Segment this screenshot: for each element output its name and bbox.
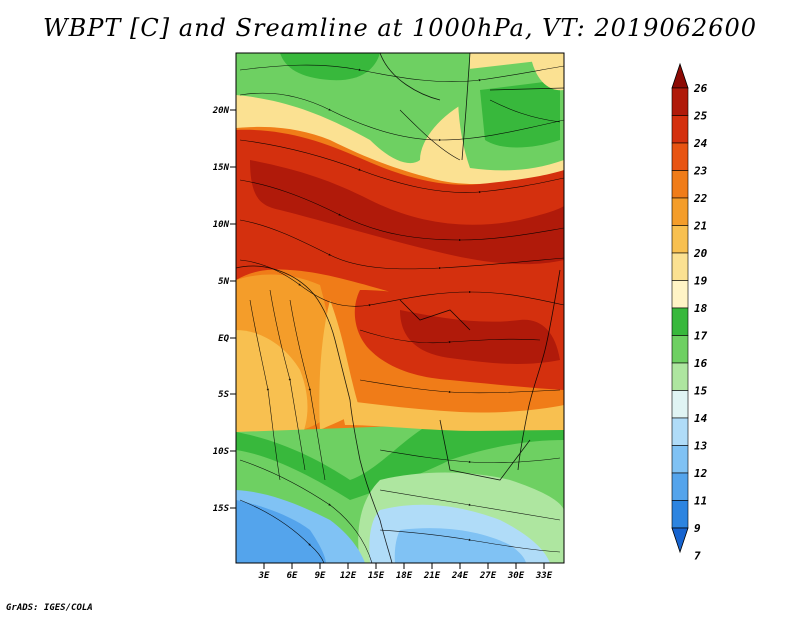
colorbar-label: 14: [694, 412, 708, 425]
credit-text: GrADS: IGES/COLA: [6, 603, 93, 613]
colorbar-swatch: [671, 87, 689, 116]
colorbar-label: 7: [694, 550, 701, 563]
colorbar-label: 16: [694, 357, 708, 370]
colorbar-swatch: [671, 362, 689, 391]
colorbar-label: 21: [693, 220, 707, 233]
lat-label: 20N: [212, 106, 230, 116]
colorbar-label: 20: [693, 247, 708, 260]
colorbar-swatch: [671, 252, 689, 281]
map-frame: [235, 52, 565, 564]
lon-label: 3E: [258, 571, 270, 581]
colorbar-label: 13: [694, 440, 708, 453]
colorbar-cap-top: [671, 62, 689, 89]
colorbar-swatch: [671, 142, 689, 171]
colorbar-swatch: [671, 500, 689, 529]
colorbar-label: 23: [693, 165, 708, 178]
chart-title: WBPT [C] and Sreamline at 1000hPa, VT: 2…: [42, 14, 758, 42]
colorbar-swatch: [671, 225, 689, 254]
lat-axis: 20N 15N 10N 5N EQ 5S 10S 15S: [212, 106, 230, 514]
lon-label: 6E: [287, 571, 298, 581]
lat-label: EQ: [218, 334, 229, 344]
colorbar-label: 26: [693, 82, 708, 95]
lat-label: 10S: [213, 447, 230, 457]
lon-label: 12E: [340, 571, 357, 581]
lat-label: 15S: [213, 504, 230, 514]
colorbar-swatch: [671, 280, 689, 309]
colorbar-label: 12: [694, 467, 708, 480]
lon-label: 9E: [315, 571, 326, 581]
lon-label: 15E: [368, 571, 385, 581]
colorbar-swatch: [671, 170, 689, 199]
colorbar-label: 15: [694, 385, 708, 398]
colorbar-swatch: [671, 197, 689, 226]
colorbar: 26 25 24 23 22 21 20 19 18 17 16 15 14 13 12 11 9 7: [671, 62, 708, 563]
wbpt-field: [236, 53, 564, 563]
colorbar-label: 24: [693, 137, 708, 150]
colorbar-label: 11: [694, 495, 707, 508]
lon-label: 18E: [396, 571, 413, 581]
colorbar-label: 22: [693, 192, 708, 205]
colorbar-swatch: [671, 307, 689, 336]
colorbar-label: 18: [694, 302, 708, 315]
lon-axis: 3E 6E 9E 12E 15E 18E 21E 24E 27E 30E 33E: [258, 571, 553, 581]
lon-label: 33E: [535, 571, 553, 581]
lon-label: 27E: [479, 571, 497, 581]
colorbar-swatch: [671, 472, 689, 501]
lon-label: 21E: [423, 571, 441, 581]
lon-label: 30E: [507, 571, 525, 581]
lat-label: 5S: [218, 390, 229, 400]
colorbar-label: 19: [694, 275, 708, 288]
lon-label: 24E: [451, 571, 469, 581]
colorbar-cap-bottom: [671, 527, 689, 554]
lat-label: 15N: [213, 163, 230, 173]
colorbar-swatch: [671, 115, 689, 144]
lat-label: 5N: [218, 277, 229, 287]
colorbar-label: 9: [694, 522, 701, 535]
colorbar-swatch: [671, 335, 689, 364]
colorbar-swatch: [671, 417, 689, 446]
colorbar-label: 25: [693, 110, 708, 123]
lat-label: 10N: [213, 220, 230, 230]
colorbar-swatch: [671, 390, 689, 419]
colorbar-swatch: [671, 445, 689, 474]
colorbar-label: 17: [694, 330, 708, 343]
